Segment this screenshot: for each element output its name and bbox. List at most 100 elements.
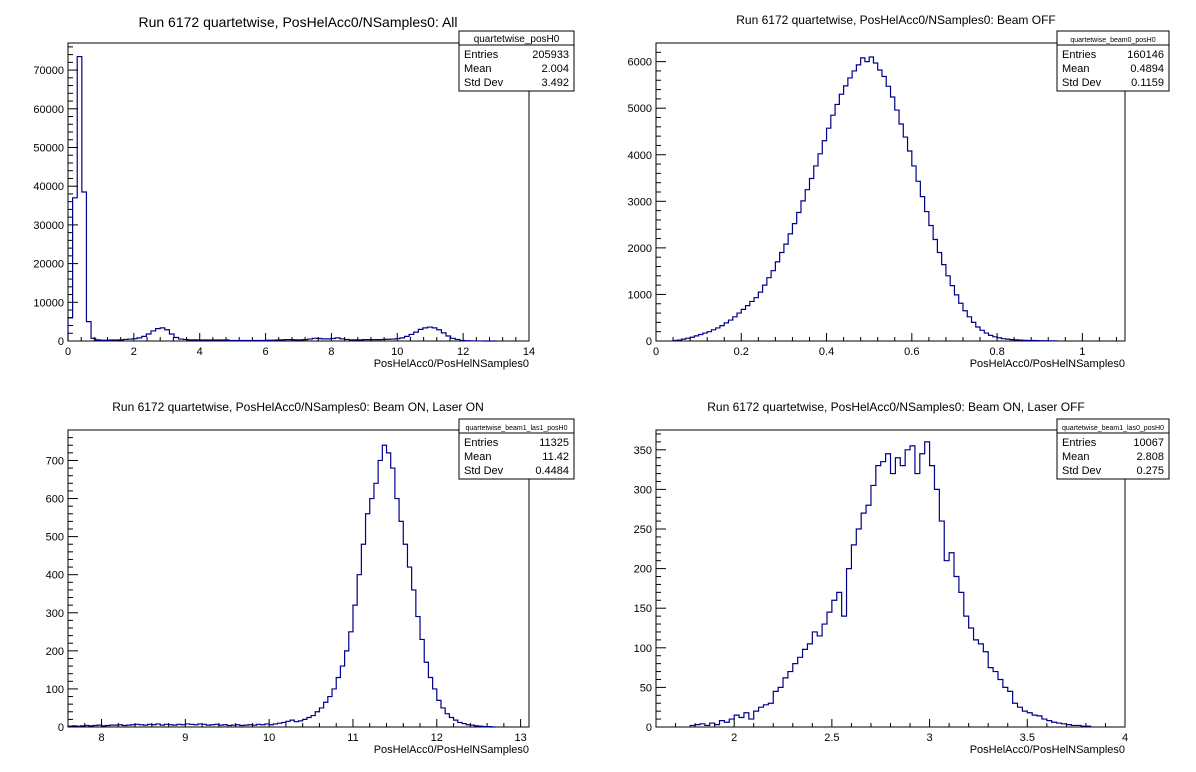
- stats-std-dev-value: 0.275: [1136, 465, 1164, 477]
- stats-histogram-name: quartetwise_beam1_las1_posH0: [466, 425, 568, 432]
- stats-std-dev-value: 3.492: [541, 77, 569, 89]
- stats-mean-label: Mean: [464, 451, 492, 463]
- stats-entries-value: 205933: [532, 49, 569, 61]
- x-tick-label: 12: [457, 346, 469, 358]
- chart-title: Run 6172 quartetwise, PosHelAcc0/NSample…: [707, 400, 1085, 414]
- y-tick-label: 300: [46, 608, 64, 620]
- stats-mean-label: Mean: [1062, 451, 1090, 463]
- y-tick-label: 50000: [33, 142, 64, 154]
- chart-title: Run 6172 quartetwise, PosHelAcc0/NSample…: [138, 14, 457, 30]
- x-tick-label: 2.5: [824, 732, 839, 744]
- y-tick-label: 2000: [628, 243, 652, 255]
- x-tick-label: 2: [131, 346, 137, 358]
- plot-frame: [67, 42, 530, 342]
- y-tick-label: 400: [46, 570, 64, 582]
- x-tick-label: 4: [197, 346, 203, 358]
- plot-frame: [67, 429, 530, 728]
- stats-box: quartetwise_beam1_las0_posH0 Entries 10067…: [1056, 418, 1170, 480]
- x-tick-label: 2: [731, 732, 737, 744]
- y-tick-label: 350: [634, 445, 652, 457]
- x-tick-label: 10: [391, 346, 403, 358]
- y-tick-label: 600: [46, 494, 64, 506]
- y-tick-label: 50: [640, 682, 652, 694]
- chart-title: Run 6172 quartetwise, PosHelAcc0/NSample…: [112, 400, 484, 414]
- x-tick-label: 9: [182, 732, 188, 744]
- y-tick-label: 70000: [33, 65, 64, 77]
- x-tick-label: 1: [1079, 346, 1085, 358]
- y-tick-label: 20000: [33, 259, 64, 271]
- histogram-series: [672, 56, 1058, 342]
- x-axis-label: PosHelAcc0/PosHelNSamples0: [374, 744, 529, 756]
- y-tick-label: 5000: [628, 103, 652, 115]
- x-tick-label: 6: [263, 346, 269, 358]
- y-tick-label: 6000: [628, 57, 652, 69]
- stats-histogram-name: quartetwise_beam0_posH0: [1070, 37, 1155, 44]
- y-tick-label: 100: [46, 684, 64, 696]
- stats-std-dev-value: 0.4484: [535, 465, 569, 477]
- stats-std-dev-label: Std Dev: [1062, 77, 1102, 89]
- x-tick-label: 0.4: [819, 346, 834, 358]
- stats-entries-label: Entries: [464, 49, 499, 61]
- y-tick-label: 0: [58, 722, 64, 734]
- x-tick-label: 3: [927, 732, 933, 744]
- x-tick-label: 0: [653, 346, 659, 358]
- x-tick-label: 3.5: [1020, 732, 1035, 744]
- x-tick-label: 10: [263, 732, 275, 744]
- histogram-panel-4: 2 2.5 3 3.5 4 0 50 100 150 200 250 300 350 PosHelAcc0…: [634, 400, 1170, 756]
- x-axis-label: PosHelAcc0/PosHelNSamples0: [374, 358, 529, 370]
- histogram-series: [67, 55, 497, 342]
- x-tick-label: 8: [98, 732, 104, 744]
- x-tick-label: 13: [514, 732, 526, 744]
- stats-mean-value: 11.42: [542, 451, 569, 463]
- y-tick-label: 250: [634, 524, 652, 536]
- histogram-series: [67, 444, 496, 728]
- y-tick-label: 150: [634, 603, 652, 615]
- stats-histogram-name: quartetwise_beam1_las0_posH0: [1062, 425, 1164, 432]
- x-tick-label: 0.8: [989, 346, 1004, 358]
- y-tick-label: 300: [634, 484, 652, 496]
- y-tick-label: 60000: [33, 104, 64, 116]
- histogram-panel-3: 8 9 10 11 12 13 0 100 200 300 400 500 600 700 PosHelAc…: [46, 400, 575, 756]
- stats-entries-value: 160146: [1127, 49, 1164, 61]
- x-tick-label: 0: [65, 346, 71, 358]
- x-axis-label: PosHelAcc0/PosHelNSamples0: [970, 744, 1125, 756]
- plot-frame: [655, 429, 1126, 728]
- y-tick-label: 30000: [33, 220, 64, 232]
- y-tick-label: 100: [634, 643, 652, 655]
- stats-histogram-name: quartetwise_posH0: [474, 34, 560, 45]
- stats-mean-label: Mean: [464, 63, 492, 75]
- stats-box-frame: [458, 418, 575, 480]
- x-tick-label: 4: [1122, 732, 1128, 744]
- stats-entries-label: Entries: [464, 437, 499, 449]
- x-tick-label: 11: [347, 732, 358, 744]
- stats-entries-label: Entries: [1062, 437, 1097, 449]
- chart-title: Run 6172 quartetwise, PosHelAcc0/NSample…: [736, 13, 1055, 27]
- x-tick-label: 0.6: [904, 346, 919, 358]
- stats-entries-value: 10067: [1133, 437, 1164, 449]
- stats-std-dev-label: Std Dev: [1062, 465, 1102, 477]
- x-tick-label: 14: [523, 346, 535, 358]
- y-tick-label: 3000: [628, 196, 652, 208]
- stats-std-dev-label: Std Dev: [464, 77, 504, 89]
- stats-mean-value: 0.4894: [1130, 63, 1164, 75]
- x-axis-label: PosHelAcc0/PosHelNSamples0: [970, 358, 1125, 370]
- stats-box-frame: [1056, 30, 1170, 92]
- y-tick-label: 4000: [628, 150, 652, 162]
- stats-std-dev-value: 0.1159: [1131, 77, 1164, 89]
- y-tick-label: 10000: [33, 297, 64, 309]
- x-tick-label: 12: [431, 732, 443, 744]
- stats-box: quartetwise_beam1_las1_posH0 Entries 11325…: [458, 418, 575, 480]
- stats-std-dev-label: Std Dev: [464, 465, 504, 477]
- y-tick-label: 40000: [33, 181, 64, 193]
- x-tick-label: 8: [328, 346, 334, 358]
- histogram-panel-2: 0 0.2 0.4 0.6 0.8 1 0 1000 2000 3000 4000 5000 6000 P…: [628, 13, 1170, 370]
- stats-box-frame: [458, 30, 575, 92]
- stats-box: quartetwise_beam0_posH0 Entries 160146 Mean…: [1056, 30, 1170, 92]
- y-tick-label: 1000: [628, 289, 652, 301]
- y-tick-label: 200: [46, 646, 64, 658]
- y-tick-label: 500: [46, 532, 64, 544]
- stats-box: quartetwise_posH0 Entries 205933 Mean 2.004 S…: [458, 30, 575, 92]
- histogram-panel-1: 0 2 4 6 8 10 12 14 0 10000 20000 30000 40000 50000 600…: [33, 14, 575, 370]
- y-tick-label: 700: [46, 455, 64, 467]
